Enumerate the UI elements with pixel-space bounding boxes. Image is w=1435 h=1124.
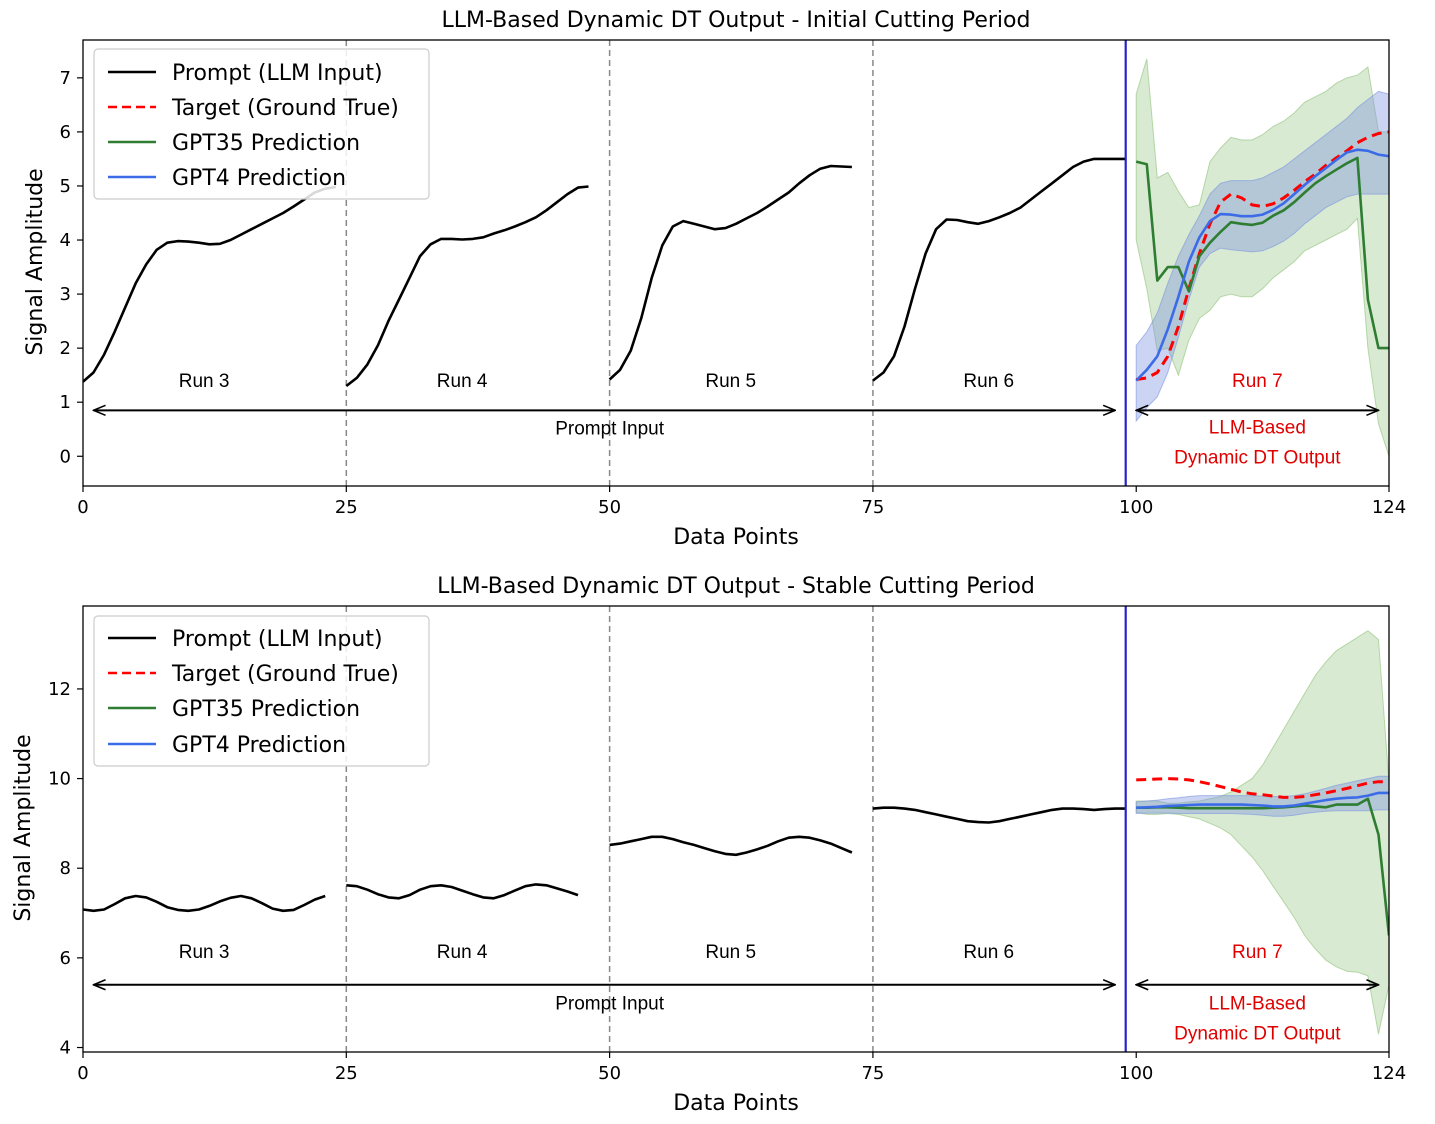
y-axis-label: Signal Amplitude: [11, 734, 36, 921]
prompt-series-line: [872, 157, 1126, 382]
gpt4-confidence-band: [1135, 90, 1389, 423]
output-run-label: Run 7: [1232, 942, 1283, 963]
chart-title: LLM-Based Dynamic DT Output - Initial Cu…: [442, 8, 1031, 33]
output-label-line2: Dynamic DT Output: [1174, 1023, 1341, 1044]
run-label: Run 3: [179, 942, 230, 963]
legend-box: [93, 48, 430, 200]
legend-label-target: Target (Ground True): [171, 662, 399, 687]
output-run-label: Run 7: [1232, 371, 1283, 392]
y-tick-label: 3: [60, 284, 71, 305]
gpt35-series-line: [1135, 156, 1389, 350]
y-tick-label: 6: [60, 122, 71, 143]
x-tick-label: 0: [77, 497, 88, 518]
y-tick-label: 5: [60, 176, 71, 197]
run-label: Run 6: [963, 942, 1014, 963]
plot-area: 0 25 50 75 100 124 0 1 2 3 4 5 6 7 Run 3 Run 4 Run 5 Run …: [60, 39, 1406, 518]
y-tick-label: 0: [60, 446, 71, 467]
chart-title: LLM-Based Dynamic DT Output - Stable Cut…: [437, 574, 1035, 599]
gpt35-confidence-band: [1135, 630, 1389, 1035]
chart-panel-2: LLM-Based Dynamic DT Output - Stable Cut…: [11, 574, 1406, 1116]
legend-label-gpt4: GPT4 Prediction: [172, 166, 346, 191]
x-tick-label: 25: [335, 497, 358, 518]
x-tick-label: 75: [861, 1063, 884, 1084]
x-tick-label: 124: [1372, 497, 1406, 518]
y-tick-label: 10: [48, 769, 71, 790]
run-label: Run 5: [705, 371, 756, 392]
x-tick-label: 50: [598, 497, 621, 518]
legend-label-gpt4: GPT4 Prediction: [172, 733, 346, 758]
run-label: Run 5: [705, 942, 756, 963]
prompt-series-line: [83, 894, 326, 913]
gpt4-series-line: [1135, 148, 1389, 382]
prompt-series-line: [83, 185, 337, 383]
prompt-series-line: [346, 883, 579, 900]
run-label: Run 4: [437, 942, 488, 963]
plot-area: 0 25 50 75 100 124 4 6 8 10 12 Run 3 Run 4 Run 5 Run 6…: [48, 605, 1406, 1084]
legend-label-target: Target (Ground True): [171, 96, 399, 121]
y-tick-label: 8: [60, 858, 71, 879]
prompt-input-label: Prompt Input: [555, 419, 664, 440]
run-label: Run 6: [963, 371, 1014, 392]
output-label-line1: LLM-Based: [1209, 418, 1306, 439]
x-tick-label: 0: [77, 1063, 88, 1084]
gpt35-series-line: [1136, 797, 1389, 936]
y-tick-label: 6: [60, 948, 71, 969]
output-label-line2: Dynamic DT Output: [1174, 447, 1341, 468]
x-tick-label: 75: [861, 497, 884, 518]
target-series-line: [1135, 130, 1389, 381]
run-label: Run 3: [179, 371, 230, 392]
x-tick-label: 100: [1119, 497, 1153, 518]
target-series-line: [1136, 777, 1389, 799]
plot-content: [83, 40, 1389, 486]
legend-label-prompt: Prompt (LLM Input): [172, 627, 383, 652]
x-tick-label: 124: [1372, 1063, 1406, 1084]
plot-frame: [82, 39, 1390, 487]
prompt-series-line: [609, 835, 853, 857]
y-axis-label: Signal Amplitude: [23, 168, 48, 355]
legend-box: [93, 615, 430, 767]
prompt-input-label: Prompt Input: [555, 993, 664, 1014]
y-tick-label: 12: [48, 679, 71, 700]
y-tick-label: 2: [60, 338, 71, 359]
prompt-series-line: [345, 185, 589, 388]
y-tick-label: 4: [60, 230, 71, 251]
run-label: Run 4: [437, 371, 488, 392]
y-tick-label: 1: [60, 392, 71, 413]
gpt35-confidence-band: [1135, 58, 1389, 457]
prompt-series-line: [608, 164, 852, 381]
plot-frame: [82, 605, 1390, 1053]
x-axis-label: Data Points: [673, 1091, 799, 1116]
y-tick-label: 4: [60, 1038, 71, 1059]
legend: Prompt (LLM Input) Target (Ground True) …: [93, 48, 430, 200]
x-axis-label: Data Points: [673, 525, 799, 550]
legend-label-gpt35: GPT35 Prediction: [172, 131, 360, 156]
legend-label-prompt: Prompt (LLM Input): [172, 61, 383, 86]
legend: Prompt (LLM Input) Target (Ground True) …: [93, 615, 430, 767]
gpt4-series-line: [1136, 791, 1389, 809]
plot-content: [83, 606, 1389, 1052]
x-tick-label: 50: [598, 1063, 621, 1084]
y-tick-label: 7: [60, 68, 71, 89]
prompt-series-line: [872, 806, 1126, 824]
output-label-line1: LLM-Based: [1209, 993, 1306, 1014]
x-tick-label: 100: [1119, 1063, 1153, 1084]
x-tick-label: 25: [335, 1063, 358, 1084]
legend-label-gpt35: GPT35 Prediction: [172, 697, 360, 722]
chart-panel-1: LLM-Based Dynamic DT Output - Initial Cu…: [23, 8, 1406, 550]
